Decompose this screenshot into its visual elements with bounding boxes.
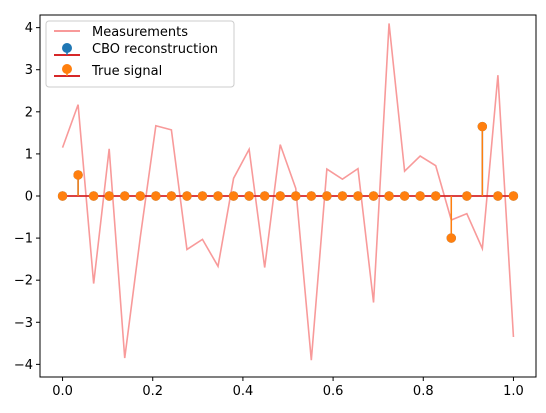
true-signal-marker <box>291 191 300 200</box>
y-tick-label: 3 <box>25 63 33 78</box>
true-signal-marker <box>353 191 362 200</box>
x-tick-label: 0.0 <box>52 384 73 399</box>
y-tick-label: −1 <box>14 232 33 247</box>
x-tick-label: 0.8 <box>413 384 434 399</box>
true-signal-marker <box>104 191 113 200</box>
x-tick-label: 0.4 <box>233 384 254 399</box>
true-signal-marker <box>89 191 98 200</box>
y-tick-label: −3 <box>14 316 33 331</box>
y-tick-label: 2 <box>25 105 33 120</box>
legend-true-label: True signal <box>91 64 162 79</box>
legend: Measurements CBO reconstruction True sig… <box>46 21 234 87</box>
true-signal-marker <box>244 191 253 200</box>
y-tick-label: 1 <box>25 147 33 162</box>
true-signal-marker <box>58 191 67 200</box>
legend-measurements-label: Measurements <box>92 25 188 40</box>
x-tick-label: 0.6 <box>323 384 344 399</box>
true-signal-marker <box>431 191 440 200</box>
true-signal-marker <box>493 191 502 200</box>
true-signal-marker <box>400 191 409 200</box>
true-signal-marker <box>384 191 393 200</box>
y-tick-label: −2 <box>14 274 33 289</box>
y-tick-label: 0 <box>25 190 33 205</box>
true-signal-marker <box>478 122 487 131</box>
true-signal-marker <box>73 170 82 179</box>
true-signal-marker <box>307 191 316 200</box>
true-signal-marker <box>120 191 129 200</box>
true-signal-marker <box>136 191 145 200</box>
x-tick-label: 0.2 <box>142 384 163 399</box>
true-signal-marker <box>447 233 456 242</box>
true-signal-marker <box>509 191 518 200</box>
true-signal-marker <box>167 191 176 200</box>
x-tick-label: 1.0 <box>503 384 524 399</box>
true-signal-marker <box>322 191 331 200</box>
y-tick-label: 4 <box>25 21 33 36</box>
legend-cbo-label: CBO reconstruction <box>92 42 218 57</box>
true-signal-marker <box>369 191 378 200</box>
true-signal-marker <box>415 191 424 200</box>
true-signal-marker <box>213 191 222 200</box>
true-signal-marker <box>151 191 160 200</box>
true-signal-marker <box>276 191 285 200</box>
true-signal-marker <box>229 191 238 200</box>
y-tick-label: −4 <box>14 358 33 373</box>
true-signal-marker <box>182 191 191 200</box>
true-signal-marker <box>198 191 207 200</box>
true-signal-marker <box>462 191 471 200</box>
true-signal-marker <box>338 191 347 200</box>
true-signal-marker <box>260 191 269 200</box>
